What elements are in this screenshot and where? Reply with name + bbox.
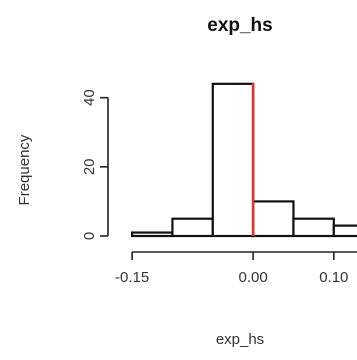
x-axis-label: exp_hs bbox=[216, 331, 264, 348]
y-axis-label: Frequency bbox=[16, 134, 33, 205]
x-tick-label: -0.15 bbox=[115, 269, 149, 286]
x-tick-label: 0.00 bbox=[239, 269, 268, 286]
histogram-bar bbox=[332, 224, 357, 238]
y-axis: 0 20 40 bbox=[81, 89, 109, 240]
histogram-bar bbox=[292, 217, 335, 238]
histogram-bar bbox=[252, 200, 295, 238]
y-tick-label: 40 bbox=[81, 89, 98, 106]
y-tick-label: 0 bbox=[81, 232, 98, 240]
histogram-bar bbox=[171, 217, 214, 238]
x-axis: -0.15 0.00 0.10 bbox=[115, 251, 357, 286]
bars-group bbox=[131, 82, 357, 238]
chart-title: exp_hs bbox=[207, 15, 272, 36]
y-tick-label: 20 bbox=[81, 158, 98, 175]
x-tick-label: 0.10 bbox=[319, 269, 348, 286]
histogram-bar bbox=[211, 82, 255, 238]
histogram-bar bbox=[131, 231, 174, 238]
